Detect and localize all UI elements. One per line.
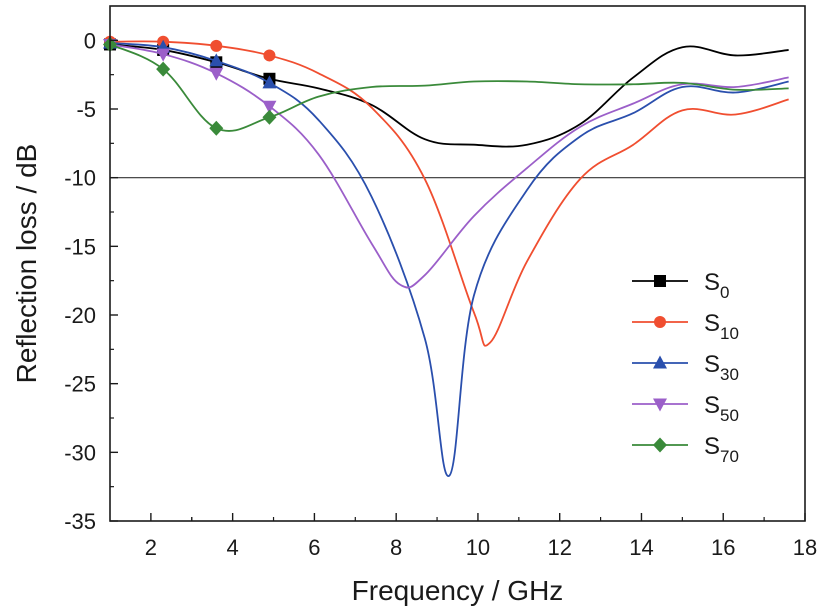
legend-label-base: S	[704, 351, 720, 378]
plot-frame	[109, 5, 806, 522]
legend-label-subscript: 30	[720, 365, 739, 384]
y-tick-label: -5	[76, 97, 96, 122]
legend-label-base: S	[704, 310, 720, 337]
y-tick-label: -20	[64, 303, 96, 328]
x-tick-label: 4	[227, 535, 239, 560]
legend-label: S50	[704, 392, 739, 425]
data-point	[209, 53, 224, 67]
legend-marker	[654, 275, 666, 287]
y-tick-label: -25	[64, 372, 96, 397]
legend-label-subscript: 0	[720, 283, 729, 302]
legend-entry-s50: S50	[632, 392, 739, 425]
legend-marker	[653, 437, 667, 453]
y-tick-label: -15	[64, 234, 96, 259]
ticks-layer: 2 4 6 8 10 12 14 16 18 0 -5 -10 -15 -20 -25 -30 -35	[64, 28, 817, 560]
x-tick-label: 16	[711, 535, 735, 560]
data-point	[263, 49, 276, 62]
legend-marker	[653, 398, 667, 412]
series-line	[110, 43, 789, 148]
legend-label-base: S	[704, 269, 720, 296]
x-tick-label: 18	[793, 535, 817, 560]
series-line	[110, 43, 789, 289]
legend-label-base: S	[704, 392, 720, 419]
y-tick-label: -10	[64, 166, 96, 191]
data-point	[156, 61, 171, 77]
x-tick-label: 6	[308, 535, 320, 560]
series-layer	[103, 35, 789, 477]
data-point	[210, 39, 223, 52]
data-point	[209, 67, 224, 81]
data-point	[209, 120, 224, 136]
series-s70	[103, 36, 789, 136]
data-point	[262, 109, 277, 125]
x-axis-title: Frequency / GHz	[352, 575, 564, 606]
y-tick-label: -35	[64, 509, 96, 534]
data-point	[262, 100, 277, 114]
legend-label: S10	[704, 310, 739, 343]
legend-entry-s10: S10	[632, 310, 739, 343]
series-line	[110, 40, 789, 347]
x-tick-label: 10	[466, 535, 490, 560]
x-tick-label: 14	[629, 535, 653, 560]
legend-marker	[653, 355, 667, 369]
x-tick-label: 12	[547, 535, 571, 560]
data-point	[156, 48, 171, 62]
y-axis-title: Reflection loss / dB	[11, 144, 42, 384]
legend-label-base: S	[704, 433, 720, 460]
legend-marker	[654, 316, 666, 328]
legend-entry-s30: S30	[632, 351, 739, 384]
legend-label-subscript: 10	[720, 324, 739, 343]
legend-label: S0	[704, 269, 729, 302]
x-tick-label: 2	[145, 535, 157, 560]
x-tick-label: 8	[390, 535, 402, 560]
legend-label: S70	[704, 433, 739, 466]
legend-entry-s0: S0	[632, 269, 729, 302]
legend-entry-s70: S70	[632, 433, 739, 466]
legend-label: S30	[704, 351, 739, 384]
legend-label-subscript: 50	[720, 406, 739, 425]
y-tick-label: -30	[64, 440, 96, 465]
y-tick-label: 0	[84, 28, 96, 53]
data-point	[262, 75, 277, 89]
legend-label-subscript: 70	[720, 447, 739, 466]
series-line	[110, 42, 789, 477]
